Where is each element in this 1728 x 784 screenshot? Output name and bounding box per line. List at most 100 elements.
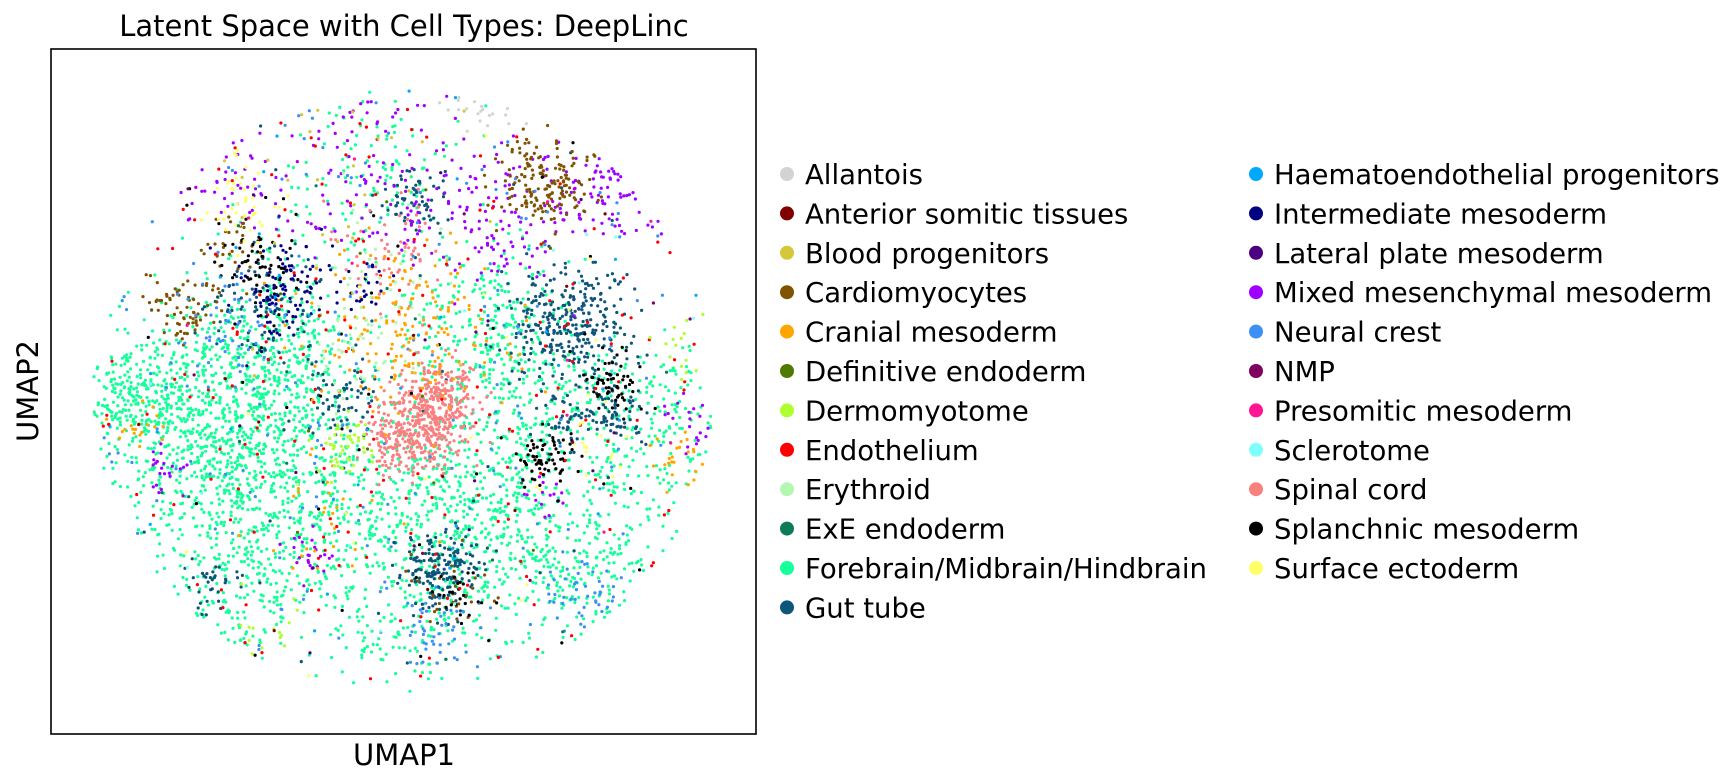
data-point (101, 403, 105, 408)
data-point (219, 520, 223, 524)
data-point (236, 431, 240, 435)
data-point (216, 475, 220, 479)
data-point (115, 328, 119, 332)
data-point (202, 574, 206, 578)
data-point (190, 557, 194, 561)
data-point (324, 499, 328, 503)
data-point (446, 629, 450, 633)
data-point (365, 410, 370, 414)
data-point (578, 565, 582, 570)
data-point (489, 501, 493, 505)
data-point (498, 578, 502, 582)
data-point (552, 358, 556, 362)
data-point (585, 386, 589, 390)
data-point (543, 289, 547, 293)
data-point (127, 408, 131, 412)
data-point (442, 455, 447, 459)
data-point (568, 403, 572, 407)
data-point (231, 316, 235, 320)
data-point (547, 422, 551, 427)
data-point (492, 492, 496, 496)
data-point (176, 446, 180, 450)
data-point (298, 361, 302, 365)
data-point (335, 539, 339, 543)
data-point (302, 258, 306, 262)
data-point (245, 367, 249, 371)
data-point (295, 384, 299, 388)
data-point (424, 392, 428, 396)
data-point (565, 393, 570, 398)
data-point (191, 417, 195, 422)
data-point (396, 434, 400, 438)
data-point (221, 408, 225, 413)
data-point (185, 577, 189, 582)
data-point (559, 342, 563, 346)
data-point (561, 635, 565, 640)
data-point (500, 270, 504, 274)
data-point (263, 479, 267, 484)
data-point (382, 497, 386, 501)
data-point (403, 596, 408, 600)
data-point (443, 353, 447, 357)
data-point (396, 382, 400, 387)
data-point (210, 501, 214, 505)
data-point (286, 489, 290, 493)
data-point (557, 319, 561, 324)
data-point (135, 460, 139, 464)
data-point (329, 237, 333, 242)
data-point (277, 351, 281, 355)
data-point (276, 524, 280, 528)
data-point (351, 458, 355, 462)
data-point (263, 567, 267, 571)
data-point (499, 382, 503, 386)
data-point (202, 556, 206, 560)
data-point (612, 485, 616, 489)
data-point (316, 427, 320, 431)
data-point (338, 105, 342, 109)
data-point (480, 461, 484, 465)
data-point (222, 452, 226, 456)
data-point (399, 177, 404, 181)
data-point (123, 362, 127, 366)
data-point (529, 312, 534, 317)
data-point (193, 460, 197, 464)
data-point (572, 357, 576, 361)
data-point (409, 407, 413, 412)
data-point (335, 416, 340, 421)
data-point (392, 499, 396, 503)
data-point (520, 468, 525, 472)
data-point (272, 430, 276, 434)
data-point (438, 543, 442, 548)
data-point (235, 570, 239, 574)
data-point (619, 425, 623, 429)
data-point (281, 471, 285, 475)
data-point (639, 427, 643, 431)
data-point (429, 326, 433, 330)
data-point (274, 495, 278, 499)
data-point (178, 474, 182, 478)
data-point (433, 602, 438, 606)
data-point (449, 424, 453, 428)
data-point (147, 399, 151, 403)
data-point (239, 517, 243, 521)
data-point (510, 332, 514, 336)
data-point (463, 440, 467, 444)
data-point (352, 483, 356, 487)
data-point (314, 445, 318, 449)
data-point (127, 375, 131, 379)
data-point (381, 561, 385, 565)
data-point (236, 495, 240, 499)
data-point (510, 313, 514, 317)
data-point (485, 585, 489, 589)
data-point (269, 357, 273, 361)
data-point (279, 432, 283, 436)
data-point (623, 425, 627, 429)
data-point (183, 378, 187, 382)
data-point (517, 596, 521, 600)
data-point (455, 531, 459, 536)
data-point (530, 535, 534, 539)
data-point (253, 355, 257, 359)
data-point (575, 524, 580, 528)
data-point (458, 475, 462, 479)
data-point (321, 372, 325, 376)
